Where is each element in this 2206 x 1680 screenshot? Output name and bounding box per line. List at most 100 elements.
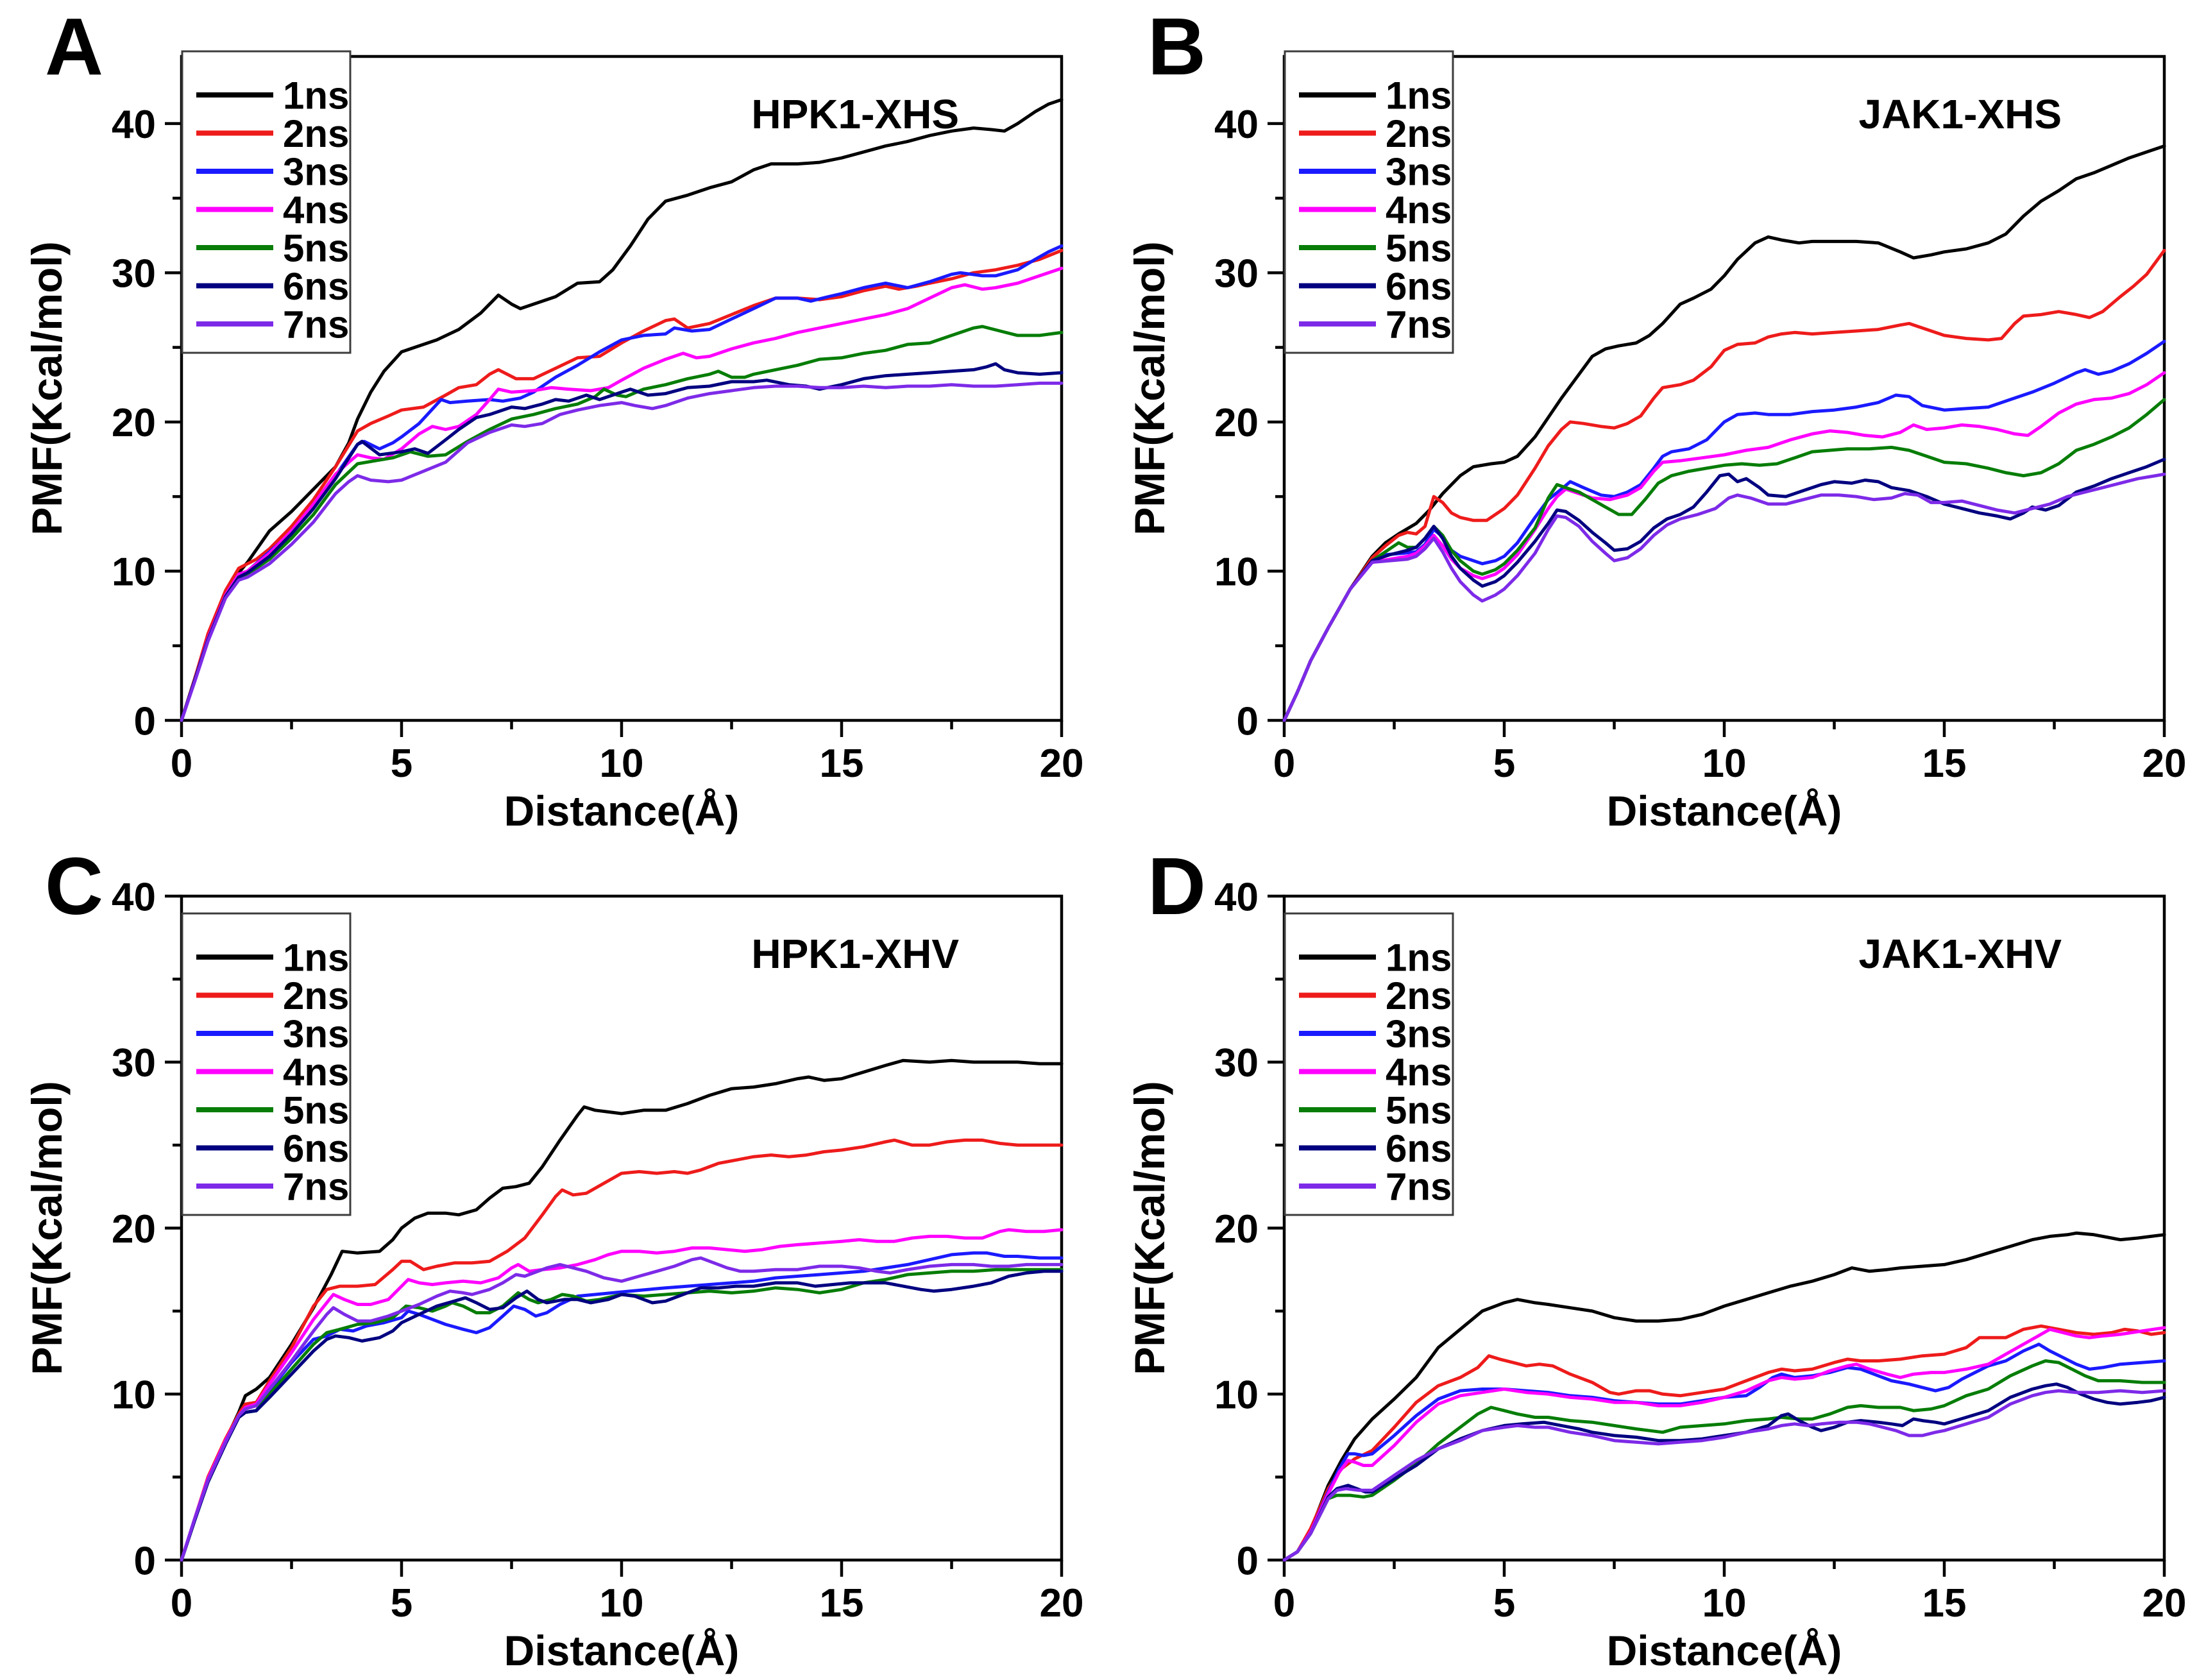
panel-title: JAK1-XHV <box>1858 931 2062 977</box>
y-tick-label: 30 <box>112 1041 156 1085</box>
legend-label-1ns: 1ns <box>283 74 349 117</box>
x-tick-label: 0 <box>1273 1581 1295 1625</box>
series-line-1ns <box>180 98 1064 722</box>
legend-label-2ns: 2ns <box>283 112 349 155</box>
series-line-4ns <box>180 266 1064 722</box>
panel-d: D 0 5 10 15 20 0 10 20 30 40 1ns 2ns 3ns 4ns 5ns 6ns 7ns… <box>1103 840 2206 1680</box>
y-tick-label: 10 <box>112 550 156 595</box>
x-tick-label: 5 <box>1493 1581 1515 1625</box>
legend-label-2ns: 2ns <box>283 974 349 1017</box>
panel-title: HPK1-XHS <box>751 91 959 137</box>
legend-label-1ns: 1ns <box>1386 74 1452 117</box>
legend-box <box>1284 912 1454 1216</box>
y-tick-label: 0 <box>1237 699 1259 743</box>
series-line-3ns <box>1282 339 2166 722</box>
panel-a-letter: A <box>45 1 103 92</box>
series-line-2ns <box>1282 248 2166 722</box>
series-line-6ns <box>1282 457 2166 722</box>
y-tick-label: 40 <box>112 103 156 147</box>
legend-label-3ns: 3ns <box>283 1013 349 1056</box>
x-tick-label: 5 <box>391 742 412 786</box>
legend-label-6ns: 6ns <box>1386 265 1452 308</box>
x-tick-label: 20 <box>2142 742 2187 786</box>
series-line-1ns <box>1282 1231 2166 1562</box>
legend-label-1ns: 1ns <box>283 937 349 980</box>
series-line-7ns <box>1282 1389 2166 1562</box>
legend-label-5ns: 5ns <box>283 227 349 270</box>
legend-box <box>181 912 352 1216</box>
x-tick-label: 20 <box>2142 1581 2187 1625</box>
legend-label-5ns: 5ns <box>1386 1089 1452 1132</box>
y-tick-label: 40 <box>1214 103 1259 147</box>
x-tick-label: 10 <box>600 742 644 786</box>
y-tick-label: 10 <box>112 1373 156 1418</box>
legend-label-7ns: 7ns <box>1386 1166 1452 1209</box>
legend-label-2ns: 2ns <box>1386 112 1452 155</box>
y-tick-label: 20 <box>1214 401 1259 445</box>
y-tick-label: 0 <box>134 699 156 743</box>
series-line-2ns <box>180 1138 1064 1562</box>
y-tick-label: 0 <box>134 1539 156 1583</box>
y-tick-label: 40 <box>112 875 156 919</box>
legend-label-3ns: 3ns <box>283 151 349 194</box>
legend-label-5ns: 5ns <box>283 1089 349 1132</box>
legend-label-7ns: 7ns <box>283 1166 349 1209</box>
legend-label-7ns: 7ns <box>283 303 349 346</box>
y-tick-label: 40 <box>1214 875 1259 919</box>
legend-box <box>1284 50 1454 354</box>
y-axis-label: PMF(Kcal/mol) <box>23 1081 71 1375</box>
y-tick-label: 10 <box>1214 550 1259 595</box>
legend-label-1ns: 1ns <box>1386 937 1452 980</box>
legend-label-6ns: 6ns <box>283 1127 349 1170</box>
legend-label-6ns: 6ns <box>283 265 349 308</box>
y-tick-label: 20 <box>112 1207 156 1252</box>
series-line-6ns <box>1282 1382 2166 1562</box>
x-tick-label: 5 <box>391 1581 412 1625</box>
y-axis-label: PMF(Kcal/mol) <box>1126 241 1173 535</box>
y-tick-label: 20 <box>112 401 156 445</box>
series-line-6ns <box>180 1269 1064 1562</box>
legend-label-4ns: 4ns <box>1386 189 1452 232</box>
series-line-4ns <box>1282 371 2166 722</box>
legend-label-7ns: 7ns <box>1386 303 1452 346</box>
series-line-5ns <box>1282 398 2166 722</box>
x-tick-label: 10 <box>1702 1581 1747 1625</box>
legend-label-6ns: 6ns <box>1386 1127 1452 1170</box>
y-tick-label: 20 <box>1214 1207 1259 1252</box>
legend-label-2ns: 2ns <box>1386 974 1452 1017</box>
panel-title: HPK1-XHV <box>751 931 959 977</box>
x-tick-label: 0 <box>171 742 192 786</box>
series-line-5ns <box>180 1268 1064 1562</box>
x-tick-label: 0 <box>171 1581 192 1625</box>
x-axis-label: Distance(Å) <box>1607 1627 1842 1674</box>
x-tick-label: 15 <box>820 742 864 786</box>
series-line-2ns <box>180 248 1064 722</box>
series-line-7ns <box>1282 472 2166 722</box>
legend-label-4ns: 4ns <box>1386 1051 1452 1094</box>
x-tick-label: 15 <box>1922 742 1967 786</box>
x-tick-label: 5 <box>1493 742 1515 786</box>
x-axis-label: Distance(Å) <box>504 787 740 835</box>
series-line-7ns <box>180 381 1064 722</box>
x-axis-label: Distance(Å) <box>1607 787 1842 835</box>
panel-c: C 0 5 10 15 20 0 10 20 30 40 1ns 2ns 3ns 4ns 5ns 6ns 7ns… <box>0 840 1103 1680</box>
legend-label-3ns: 3ns <box>1386 1013 1452 1056</box>
y-tick-label: 10 <box>1214 1373 1259 1418</box>
x-tick-label: 20 <box>1040 1581 1084 1625</box>
series-line-4ns <box>1282 1326 2166 1562</box>
legend-label-4ns: 4ns <box>283 1051 349 1094</box>
y-tick-label: 0 <box>1237 1539 1259 1583</box>
series-line-4ns <box>180 1228 1064 1562</box>
legend-box <box>181 50 352 354</box>
legend-label-4ns: 4ns <box>283 189 349 232</box>
panel-d-letter: D <box>1148 841 1206 931</box>
panel-title: JAK1-XHS <box>1858 91 2062 137</box>
x-tick-label: 20 <box>1040 742 1084 786</box>
panel-b-letter: B <box>1148 1 1206 92</box>
x-tick-label: 10 <box>600 1581 644 1625</box>
series-line-6ns <box>180 362 1064 722</box>
legend-label-3ns: 3ns <box>1386 151 1452 194</box>
